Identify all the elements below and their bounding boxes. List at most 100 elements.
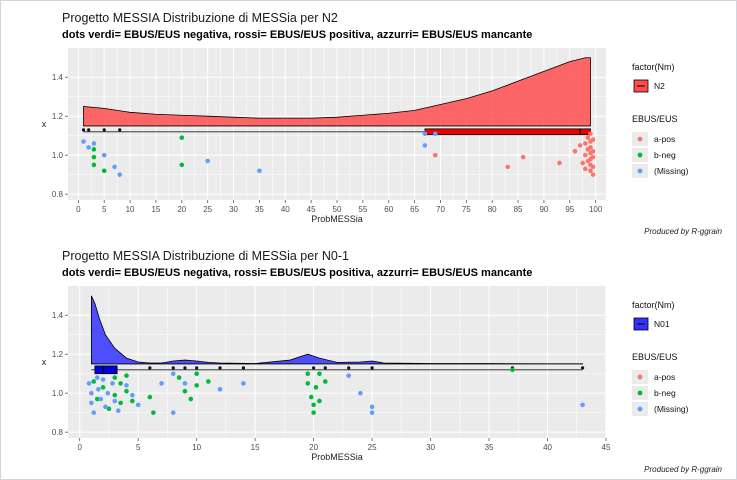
x-tick-label: 20 — [177, 205, 186, 214]
x-tick-label: 75 — [462, 205, 471, 214]
x-tick-label: 10 — [126, 205, 135, 214]
x-tick-label: 70 — [436, 205, 445, 214]
boxplot-outlier-dot — [323, 366, 327, 370]
boxplot-box — [424, 128, 591, 136]
data-point-missing — [89, 400, 94, 406]
data-point-b-neg — [124, 388, 129, 394]
x-tick-label: 95 — [565, 205, 574, 214]
data-point-b-neg — [194, 383, 199, 388]
data-point-missing — [580, 402, 585, 408]
data-point-missing — [81, 139, 86, 144]
data-point-missing — [170, 410, 176, 415]
legend-color-key — [637, 152, 643, 158]
data-point-a-pos — [577, 143, 583, 148]
x-tick-label: 15 — [251, 443, 260, 452]
x-tick-label: 25 — [203, 205, 212, 214]
chart-panel-n01: Progetto MESSIA Distribuzione di MESSia … — [0, 238, 737, 478]
y-tick-label: 1.2 — [52, 350, 64, 359]
chart-title: Progetto MESSIA Distribuzione di MESSia … — [62, 11, 338, 25]
x-tick-label: 65 — [410, 205, 419, 214]
boxplot-box — [94, 365, 118, 375]
legend-color-label: b-neg — [654, 388, 676, 398]
data-point-b-neg — [317, 371, 322, 376]
data-point-b-neg — [147, 394, 153, 400]
x-tick-label: 50 — [333, 205, 342, 214]
boxplot-outlier-dot — [118, 128, 122, 132]
x-tick-label: 80 — [488, 205, 497, 214]
data-point-missing — [432, 131, 438, 137]
x-axis-title: ProbMESSia — [311, 214, 363, 224]
data-point-missing — [89, 390, 94, 396]
boxplot-outlier-dot — [312, 366, 316, 370]
data-point-b-neg — [305, 371, 311, 376]
x-tick-label: 100 — [589, 205, 603, 214]
x-axis-title: ProbMESSia — [311, 452, 363, 462]
data-point-a-pos — [580, 160, 586, 166]
data-point-b-neg — [124, 373, 129, 378]
data-point-a-pos — [590, 148, 596, 154]
density-area — [83, 57, 591, 127]
boxplot-outlier-dot — [81, 128, 86, 132]
boxplot-outlier-dot — [102, 128, 106, 132]
data-point-missing — [112, 164, 117, 170]
data-point-b-neg — [188, 396, 194, 402]
data-point-b-neg — [91, 162, 97, 168]
data-point-a-pos — [590, 137, 596, 142]
data-point-missing — [182, 381, 188, 386]
data-point-b-neg — [91, 154, 97, 160]
legend-color-key — [637, 168, 643, 174]
chart-panel-n2: Progetto MESSIA Distribuzione di MESSia … — [42, 11, 723, 236]
data-point-missing — [91, 141, 97, 146]
boxplot-outlier-dot — [241, 366, 246, 370]
legend-fill-title: factor(Nm) — [632, 300, 675, 310]
y-tick-label: 0.8 — [52, 428, 64, 437]
x-tick-label: 60 — [384, 205, 393, 214]
data-point-a-pos — [583, 152, 588, 158]
data-point-missing — [346, 373, 351, 378]
data-point-b-neg — [100, 385, 106, 390]
y-tick-label: 1.0 — [52, 389, 64, 398]
data-point-missing — [257, 168, 262, 174]
legend-color-label: a-pos — [654, 134, 675, 144]
boxplot-outlier-dot — [183, 366, 187, 370]
data-point-b-neg — [305, 381, 311, 386]
data-point-a-pos — [585, 135, 591, 140]
data-point-missing — [117, 172, 123, 177]
data-point-missing — [105, 390, 111, 396]
data-point-a-pos — [588, 168, 593, 174]
data-point-a-pos — [583, 141, 588, 146]
legend-fill-title: factor(Nm) — [632, 62, 675, 72]
data-point-a-pos — [583, 166, 588, 172]
x-tick-label: 0 — [76, 205, 81, 214]
boxplot-outlier-dot — [581, 366, 585, 370]
data-point-a-pos — [432, 152, 438, 158]
data-point-a-pos — [590, 164, 596, 170]
data-point-a-pos — [590, 172, 596, 177]
data-point-missing — [170, 371, 176, 376]
data-point-b-neg — [130, 398, 135, 404]
chart-svg: Progetto MESSIA Distribuzione di MESSia … — [42, 249, 723, 474]
data-point-missing — [86, 145, 91, 150]
data-point-missing — [124, 383, 129, 388]
x-tick-label: 85 — [514, 205, 523, 214]
boxplot-outlier-dot — [87, 128, 91, 132]
legend-color-label: (Missing) — [654, 166, 689, 176]
data-point-b-neg — [118, 400, 123, 406]
legend-color-key — [637, 406, 643, 412]
data-point-a-pos — [588, 131, 593, 137]
legend-color-label: (Missing) — [654, 404, 689, 414]
x-tick-label: 20 — [309, 443, 318, 452]
data-point-a-pos — [588, 145, 593, 150]
legend-color-title: EBUS/EUS — [632, 352, 678, 362]
data-point-b-neg — [91, 147, 97, 152]
boxplot-outlier-dot — [370, 366, 374, 370]
data-point-missing — [91, 410, 97, 415]
boxplot-outlier-dot — [195, 366, 199, 370]
data-point-b-neg — [206, 379, 211, 384]
data-point-missing — [96, 386, 101, 392]
data-point-missing — [358, 390, 363, 396]
data-point-b-neg — [323, 379, 328, 384]
data-point-b-neg — [311, 402, 316, 408]
x-tick-label: 40 — [281, 205, 290, 214]
x-tick-label: 15 — [151, 205, 160, 214]
